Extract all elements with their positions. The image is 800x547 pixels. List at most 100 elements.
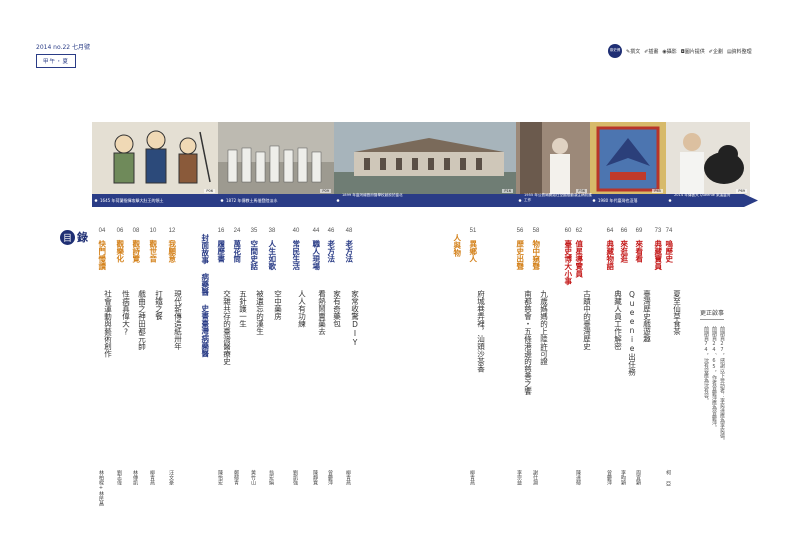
toc-entry[interactable]: 69 來看看 [633,228,645,271]
dog-photo-icon [666,122,750,196]
toc-page-number: 69 [635,228,643,234]
group-portrait-icon [218,122,334,196]
credit-item: ✐企劃 [708,48,723,55]
toc-entry[interactable]: 12 我願意 [166,228,178,271]
toc-entry[interactable]: 04 快門慢讀 [96,228,108,278]
toc-page-number: 16 [217,228,225,234]
toc-author: 林柏樑+林民昌 [98,470,104,506]
toc-entry[interactable]: 封面故事 病藥醫 史書臺灣病藥醫 [199,228,211,365]
photo-historic-building[interactable]: P16 [334,122,516,196]
toc-article-title[interactable]: 南都慈會・五條港邊的慈善之饗 [523,290,533,395]
museum-logo: 臺史博 [608,44,622,58]
timeline-event: 1899 年臺灣總督府醫學校創設於臺北 [342,193,403,197]
toc-page-number: 48 [345,228,353,234]
toc-section: 老方法 [344,240,354,263]
toc-section: 職人現場 [311,240,321,270]
toc-entry[interactable]: 44 職人現場 [310,228,322,278]
toc-entry[interactable]: 56 歷史出聲 [514,228,526,278]
toc-article-title[interactable]: 家有奇藥包 [332,290,342,328]
credit-item: ▤資料整理 [726,48,752,55]
issue-volume: 2014 no.22 七月號 [36,44,90,51]
toc-section: 典藏物語 [605,240,615,270]
toc-entry[interactable]: 62 值星導覽員 [573,228,585,286]
photo-group-portrait[interactable]: P09 [218,122,334,196]
toc-entry[interactable]: 60 臺史博大小事 [562,228,574,293]
toc-page-number: 64 [606,228,614,234]
toc-entry[interactable]: 48 老方法 [343,228,355,271]
toc-section: 我願意 [167,240,177,263]
toc-section: 嗚歷史 [664,240,674,263]
toc-entry[interactable]: 40 常民生活 [290,228,302,278]
toc-section: 來看看 [634,240,644,263]
toc-author: 汪文豪 [168,470,174,485]
toc-page-number: 06 [116,228,124,234]
photo-illustration[interactable]: P06 [92,122,218,196]
toc-section: 物中窺聲 [531,240,541,270]
toc-author: 黃竹山 [250,470,256,485]
toc-section: 值星導覽員 [574,240,584,278]
historic-building-icon [334,122,516,196]
toc-article-title[interactable]: 人人有功練 [297,290,307,328]
toc-entry[interactable]: 58 物中窺聲 [530,228,542,278]
nurse-photo-icon [516,122,590,196]
toc-article-title[interactable]: 戲曲之神田都元帥 [137,290,147,350]
toc-article-title[interactable]: 現代薪傳造紙卅年 [173,290,183,350]
toc-article-title[interactable]: 空中藥房 [273,290,283,320]
toc-entry[interactable]: 74 嗚歷史 [663,228,675,271]
toc-article-title[interactable]: 被遺忘的漢生 [255,290,265,335]
toc-entry[interactable]: 24 萬花筒 [231,228,243,271]
toc-section: 空間史話 [249,240,259,270]
toc-article-title[interactable]: 夏至仙草食茶 [672,290,682,335]
photo-nurse[interactable]: P36 [516,122,590,196]
toc-article-title[interactable]: 古蹟中的臺灣歷史 [582,290,592,350]
toc-article-title[interactable]: 府城巷弄裡，汕頭沙茶香 [476,290,486,373]
toc-author: 翁宏娟 [268,470,274,485]
toc-entry[interactable]: 08 觀詩覽 [130,228,142,271]
timeline-event: 1980 年代臺灣也沒落 [598,198,638,203]
toc-entry[interactable]: 66 來逛逛 [618,228,630,271]
toc-badge: 目 [60,229,75,245]
toc-article-title[interactable]: 社會運動與藝術創作 [103,290,113,358]
toc-article-title[interactable]: 看熱鬧賣藥去 [317,290,327,335]
toc-entry[interactable]: 16 履歷書 [215,228,227,271]
issue-header: 2014 no.22 七月號 甲午・夏 [36,42,90,68]
toc-section: 臺史博大小事 [563,240,573,285]
correction-notice: 更正啟事 前期頁27，感謝以下受訪者：李奕達應為李奕德。 前期頁24、65，作者… [700,308,726,443]
toc-article-title[interactable]: Queenie出任務 [627,290,637,376]
credit-item: ◉攝影 [662,48,677,55]
toc-page-number: 66 [620,228,628,234]
toc-article-title[interactable]: 臺灣歷史戲遊趣 [642,290,652,343]
toc-article-title[interactable]: 家常收驚DIY [350,290,360,347]
poster-icon [590,122,666,196]
timeline-arrow-icon [92,194,758,207]
toc-entry[interactable]: 06 觀樂化 [114,228,126,271]
toc-title: 錄 [77,231,88,244]
toc-article-title[interactable]: 性病真偉大? [121,290,131,337]
toc-page-number: 12 [168,228,176,234]
timeline-event: 1955 年公賣局開始在全國推動漢生病防護工作 [524,193,592,202]
toc-article-title[interactable]: 典藏人員工作解密 [613,290,623,350]
toc-article-title[interactable]: 交雜共存的臺灣醫療史 [222,290,232,365]
toc-article-title[interactable]: 打鐵之餐 [154,290,164,320]
toc-page-number: 73 [654,228,662,234]
toc-entry[interactable]: 64 典藏物語 [604,228,616,278]
correction-line: 前期頁74，沈有容應為沈有容。 [703,326,710,403]
toc-entry[interactable]: 73 典藏寶員 [652,228,664,278]
toc-entry[interactable]: 10 觀世音 [147,228,159,271]
toc-entry[interactable]: 51 異鄉人 [467,228,479,271]
correction-line: 前期頁27，感謝以下受訪者：李奕達應為李奕德。 [719,326,726,443]
toc-article-title[interactable]: 五針護一生 [238,290,248,328]
photo-stamp-poster[interactable]: P45 [590,122,666,196]
toc-page-number: 74 [665,228,673,234]
toc-entry[interactable]: 46 老方法 [325,228,337,271]
toc-entry[interactable]: 35 空間史話 [248,228,260,278]
toc-heading: 目 錄 [60,229,88,245]
issue-season-chip: 甲午・夏 [36,54,77,68]
toc-section: 人與物 [452,234,462,257]
toc-page-number: 10 [149,228,157,234]
photo-dog[interactable]: P69 [666,122,750,196]
toc-entry[interactable]: 38 人生如歌 [266,228,278,278]
toc-page-number: 38 [268,228,276,234]
toc-entry[interactable]: 人與物 [451,228,463,265]
toc-article-title[interactable]: 九歲媽媽的上陸許可證 [539,290,549,365]
